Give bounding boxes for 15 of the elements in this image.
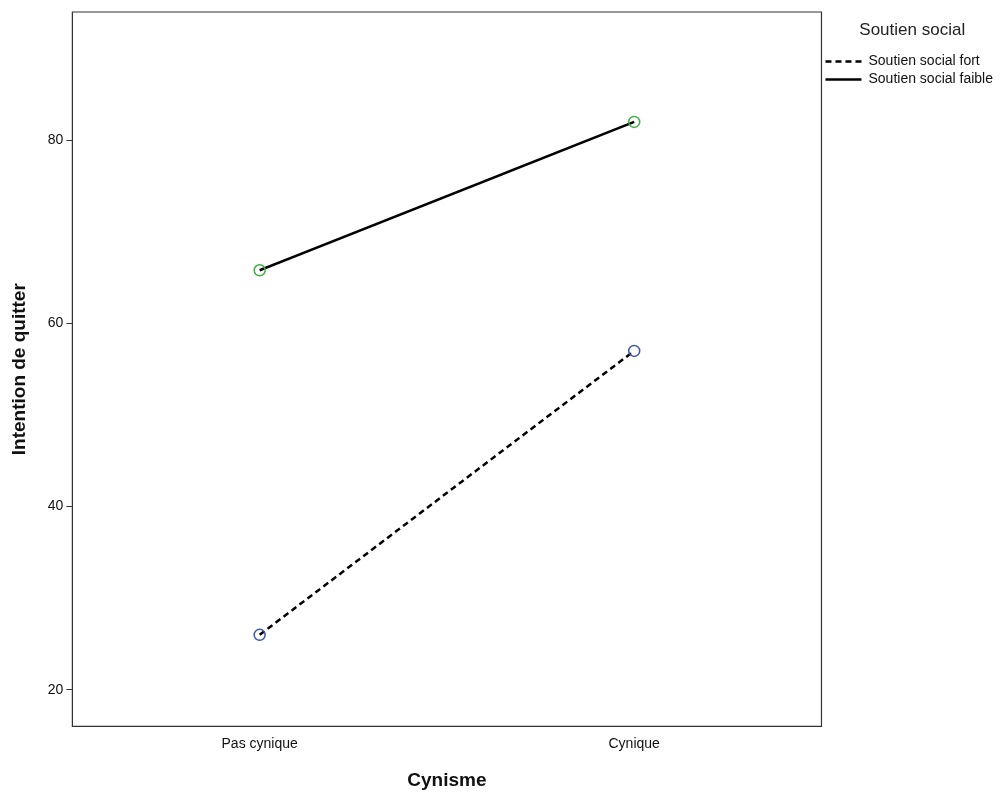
point <box>627 115 641 129</box>
y-tick-label: 20 <box>47 680 64 697</box>
point <box>253 628 266 642</box>
point <box>253 264 266 277</box>
x-tick-label: Pas cynique <box>221 734 298 751</box>
point <box>627 344 641 358</box>
y-tick-label: 80 <box>47 131 64 148</box>
legend-label: Soutien social fort <box>868 52 980 69</box>
x-tick-label: Cynique <box>608 734 661 751</box>
y-tick-label: 60 <box>47 314 64 331</box>
x-axis-title: Cynisme <box>407 768 487 790</box>
legend-label: Soutien social faible <box>868 70 994 87</box>
legend-title: Soutien social <box>859 20 966 40</box>
y-tick-label: 40 <box>47 497 64 514</box>
y-axis-title: Intention de quitter <box>7 282 29 456</box>
